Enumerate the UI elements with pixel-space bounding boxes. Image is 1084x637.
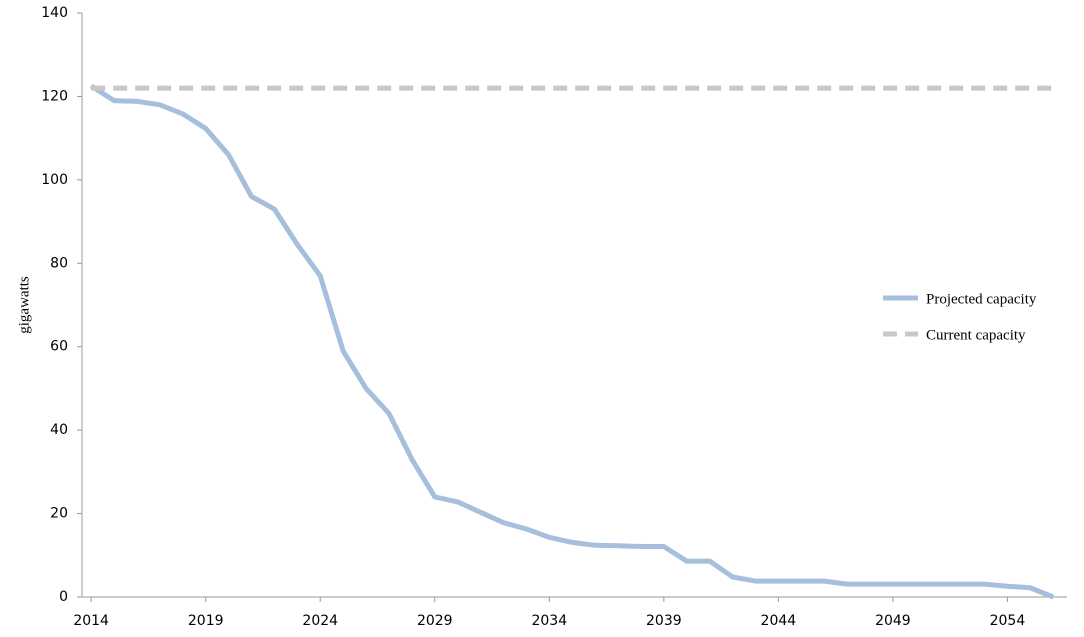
y-tick-label: 0 (59, 589, 68, 605)
x-tick-label: 2044 (761, 613, 797, 629)
x-tick-label: 2039 (646, 613, 682, 629)
legend-label: Projected capacity (926, 291, 1037, 307)
x-tick-label: 2049 (875, 613, 911, 629)
x-tick-label: 2019 (188, 613, 224, 629)
line-series (89, 83, 1055, 600)
y-axis-label: gigawatts (16, 276, 32, 334)
y-tick-label: 60 (50, 339, 68, 355)
x-tick-label: 2054 (990, 613, 1026, 629)
y-tick-label: 120 (41, 88, 68, 104)
x-tick-label: 2034 (531, 613, 567, 629)
y-tick-label: 100 (41, 172, 68, 188)
legend-label: Current capacity (926, 327, 1026, 343)
y-tick-label: 40 (50, 422, 68, 438)
x-tick-label: 2014 (73, 613, 109, 629)
y-tick-label: 140 (41, 5, 68, 21)
y-tick-label: 20 (50, 506, 68, 522)
x-tick-label: 2024 (302, 613, 338, 629)
x-tick-label: 2029 (417, 613, 453, 629)
y-tick-label: 80 (50, 255, 68, 271)
